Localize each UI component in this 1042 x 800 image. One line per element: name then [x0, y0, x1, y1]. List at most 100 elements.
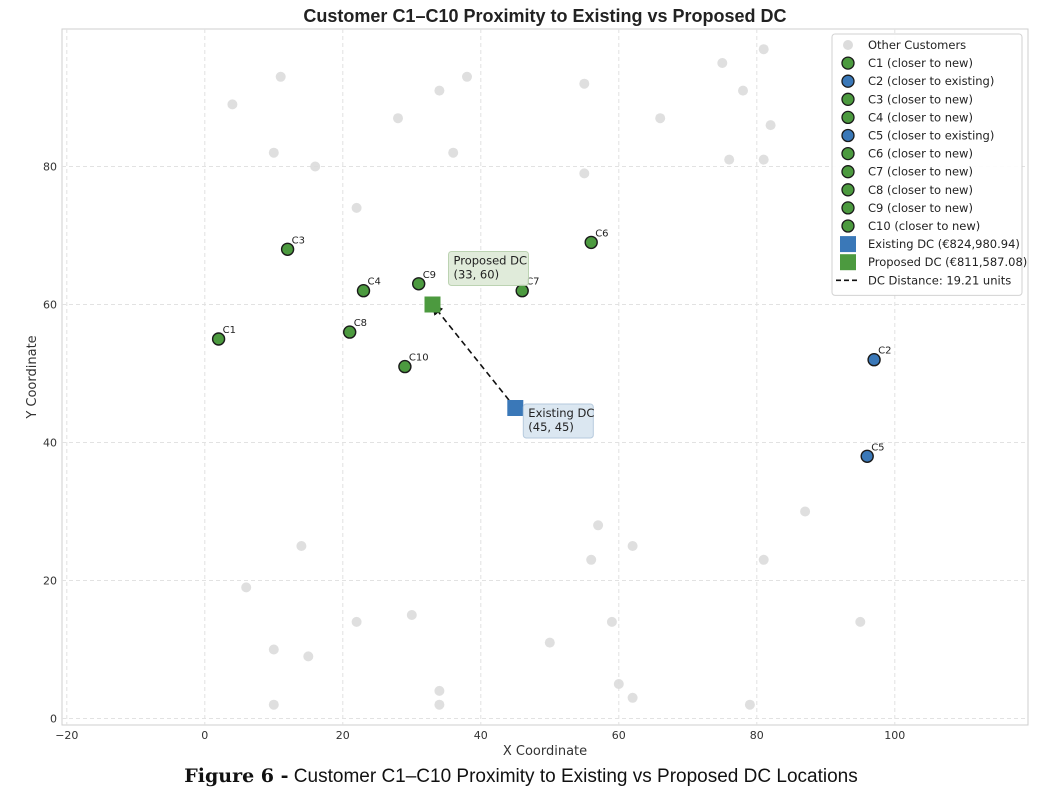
proposed-dc-marker: [424, 296, 441, 313]
proposed-dc-annotation-text: (33, 60): [454, 268, 500, 282]
other-customer-point: [303, 651, 314, 662]
other-customer-point: [241, 582, 252, 593]
other-customer-point: [579, 168, 590, 179]
dc-markers: Proposed DC(33, 60) Existing DC(45, 45): [424, 251, 594, 439]
legend-marker-customer: [841, 128, 855, 143]
x-tick-label: 60: [612, 729, 626, 742]
legend-marker-customer: [841, 146, 855, 161]
customer-point-c9: [412, 277, 426, 291]
legend-entry-text: C9 (closer to new): [868, 201, 973, 215]
x-tick-label: −20: [55, 729, 78, 742]
y-tick-label: 0: [50, 713, 57, 726]
customer-point-c3: [280, 242, 295, 257]
legend-marker-dc: [840, 254, 856, 271]
other-customer-point: [855, 616, 866, 627]
customer-point-c5: [860, 449, 874, 463]
other-customer-point: [227, 99, 238, 110]
legend-entry-text: C10 (closer to new): [868, 219, 980, 233]
customer-label-c2: C2: [878, 346, 891, 357]
axis-ticks: −20 0 20 40 60 80 100 0 20 40 60 80: [43, 161, 905, 743]
other-customer-point: [800, 506, 811, 517]
customer-label-c10: C10: [409, 353, 429, 364]
customer-point-c2: [867, 353, 881, 367]
customer-label-c6: C6: [595, 228, 608, 239]
legend-marker-customer: [841, 201, 855, 215]
other-customer-point: [268, 644, 279, 655]
legend-entry-text: Other Customers: [868, 38, 966, 52]
legend-box: [831, 33, 1023, 296]
legend-marker-other: [843, 40, 853, 50]
customer-point-c4: [356, 284, 371, 298]
caption-text: Customer C1–C10 Proximity to Existing vs…: [288, 766, 858, 787]
other-customer-point: [606, 616, 617, 627]
other-customer-point: [758, 44, 769, 55]
other-customer-point: [586, 554, 597, 565]
other-customer-point: [275, 71, 286, 82]
figure-caption: Figure 6 - Customer C1–C10 Proximity to …: [0, 765, 1042, 788]
other-customer-point: [724, 154, 735, 165]
other-customer-point: [393, 113, 403, 124]
x-axis-label: X Coordinate: [503, 744, 587, 759]
customer-label-c5: C5: [871, 442, 884, 453]
legend-entry-text: C5 (closer to existing): [868, 129, 994, 143]
legend-entry-text: C4 (closer to new): [868, 110, 973, 124]
other-customer-point: [406, 610, 417, 620]
other-customer-point: [627, 541, 638, 551]
y-tick-label: 60: [43, 299, 57, 312]
scatter-chart: Customer C1–C10 Proximity to Existing vs…: [25, 6, 1029, 759]
legend-marker-customer: [841, 110, 855, 125]
legend-marker-customer: [841, 165, 855, 179]
other-customer-point: [627, 692, 638, 703]
x-tick-label: 40: [474, 729, 488, 742]
other-customer-point: [744, 699, 755, 710]
dc-distance-line-group: [431, 303, 516, 409]
other-customer-point: [310, 161, 321, 172]
other-customer-point: [351, 202, 362, 213]
customer-label-c9: C9: [423, 270, 436, 281]
other-customer-point: [544, 637, 555, 648]
legend-marker-customer: [841, 183, 855, 197]
other-customer-point: [738, 85, 748, 96]
other-customer-point: [296, 541, 307, 551]
legend: Other Customers C1 (closer to new) C2 (clo…: [831, 33, 1027, 296]
existing-dc-annotation-text: (45, 45): [528, 420, 574, 434]
legend-marker-customer: [841, 92, 855, 106]
legend-entry-text: DC Distance: 19.21 units: [868, 273, 1011, 287]
x-tick-label: 20: [336, 729, 350, 742]
other-customer-point: [655, 113, 666, 124]
legend-marker-customer: [841, 56, 855, 70]
customer-point-c8: [343, 325, 357, 339]
dc-distance-line: [431, 303, 516, 409]
other-customer-point: [758, 554, 769, 565]
proposed-dc-annotation-text: Proposed DC: [454, 254, 528, 268]
legend-marker-dc: [840, 236, 856, 253]
other-customer-point: [448, 147, 459, 158]
other-customer-point: [579, 78, 590, 89]
legend-entry-text: C2 (closer to existing): [868, 74, 994, 88]
chart-title: Customer C1–C10 Proximity to Existing vs…: [303, 6, 786, 26]
customer-label-c7: C7: [526, 277, 539, 288]
other-customer-point: [268, 147, 279, 158]
other-customer-point: [434, 685, 445, 696]
legend-entry-text: C3 (closer to new): [868, 92, 973, 106]
other-customer-point: [268, 699, 279, 710]
x-tick-label: 100: [884, 729, 905, 742]
y-tick-label: 80: [43, 161, 57, 174]
x-tick-label: 80: [750, 729, 764, 742]
legend-entry-text: C7 (closer to new): [868, 165, 973, 179]
other-customer-point: [462, 71, 472, 82]
customer-label-c8: C8: [354, 318, 367, 329]
legend-entry-text: C6 (closer to new): [868, 147, 973, 161]
other-customer-point: [613, 679, 624, 689]
x-tick-label: 0: [201, 729, 208, 742]
y-axis-label: Y Coordinate: [25, 335, 40, 419]
existing-dc-annotation-box: [522, 403, 594, 439]
existing-dc-annotation-text: Existing DC: [528, 406, 594, 420]
customer-label-c1: C1: [223, 325, 236, 336]
customer-point-c6: [584, 235, 598, 250]
other-customer-point: [593, 520, 604, 531]
other-customer-point: [717, 58, 728, 68]
legend-entry-text: C8 (closer to new): [868, 183, 973, 197]
other-customer-point: [765, 120, 776, 131]
legend-entry-text: C1 (closer to new): [868, 56, 973, 70]
